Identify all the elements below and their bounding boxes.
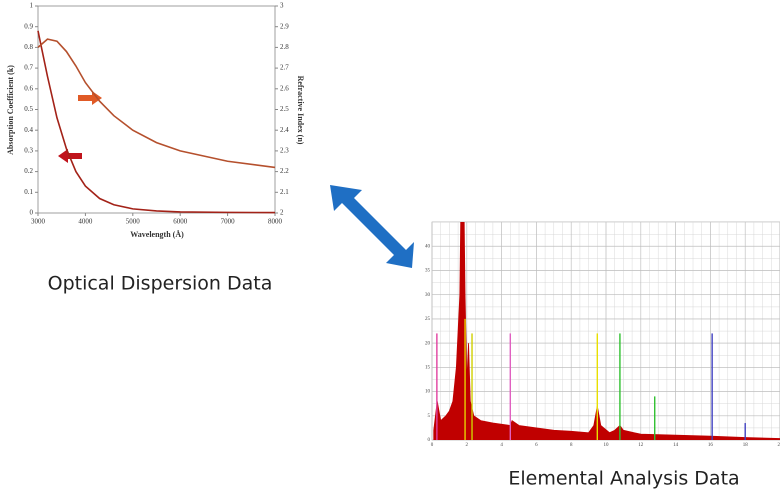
x-tick-label: 14 [673, 443, 679, 448]
y-tick-label: 15 [425, 365, 431, 370]
x-tick-label: 8 [570, 443, 573, 448]
y2-tick-label: 2.2 [280, 167, 289, 175]
y2-tick-label: 2.8 [280, 43, 289, 51]
y-tick-label: 0 [30, 209, 34, 217]
y2-tick-label: 3 [280, 2, 284, 10]
y2-tick-label: 2.9 [280, 22, 289, 30]
x-axis-label: Wavelength (Å) [130, 230, 184, 239]
y-tick-label: 0.2 [24, 167, 33, 175]
x-tick-label: 3000 [31, 218, 46, 226]
y2-tick-label: 2.5 [280, 105, 289, 113]
caption: Elemental Analysis Data [508, 468, 739, 490]
plot-clip [433, 222, 780, 440]
y-tick-label: 25 [425, 317, 431, 322]
y-tick-label: 20 [425, 341, 431, 346]
x-tick-label: 4000 [78, 218, 93, 226]
caption: Optical Dispersion Data [48, 273, 273, 295]
y-tick-label: 0.8 [24, 43, 33, 51]
x-tick-label: 6000 [173, 218, 188, 226]
double-arrow [330, 185, 414, 268]
x-tick-label: 5000 [126, 218, 141, 226]
y-tick-label: 35 [425, 269, 431, 274]
y2-tick-label: 2.3 [280, 147, 289, 155]
line [37, 30, 276, 214]
spectrum-area [433, 222, 780, 440]
y-tick-label: 0.7 [24, 64, 33, 72]
y2-axis-label: Refractive Index (n) [296, 76, 305, 145]
y-tick-label: 40 [425, 244, 431, 249]
x-tick-label: 2 [466, 443, 469, 448]
arrow-right [78, 91, 102, 105]
y-tick-label: 0.1 [24, 188, 33, 196]
y-tick-label: 1 [30, 2, 34, 10]
y2-tick-label: 2.6 [280, 84, 289, 92]
y2-tick-label: 2.4 [280, 126, 289, 134]
x-tick-label: 18 [743, 443, 749, 448]
y-tick-label: 0.5 [24, 105, 33, 113]
y-tick-label: 0.9 [24, 22, 33, 30]
x-tick-label: 8000 [268, 218, 283, 226]
y-tick-label: 0.3 [24, 147, 33, 155]
y-tick-label: 0.4 [24, 126, 33, 134]
line [37, 38, 276, 169]
x-tick-label: 0 [431, 443, 434, 448]
x-tick-label: 6 [535, 443, 538, 448]
x-tick-label: 10 [604, 443, 610, 448]
y-tick-label: 10 [425, 390, 431, 395]
x-tick-label: 12 [638, 443, 644, 448]
y2-tick-label: 2.1 [280, 188, 289, 196]
y-tick-label: 0 [428, 438, 431, 443]
x-tick-label: 16 [708, 443, 714, 448]
x-tick-label: 20 [778, 443, 780, 448]
y2-tick-label: 2 [280, 209, 284, 217]
x-tick-label: 4 [500, 443, 503, 448]
x-tick-label: 7000 [221, 218, 236, 226]
y-tick-label: 5 [428, 414, 431, 419]
y-tick-label: 30 [425, 293, 431, 298]
y2-tick-label: 2.7 [280, 64, 289, 72]
y-axis-label: Absorption Coefficient (k) [6, 65, 15, 155]
y-tick-label: 0.6 [24, 84, 33, 92]
